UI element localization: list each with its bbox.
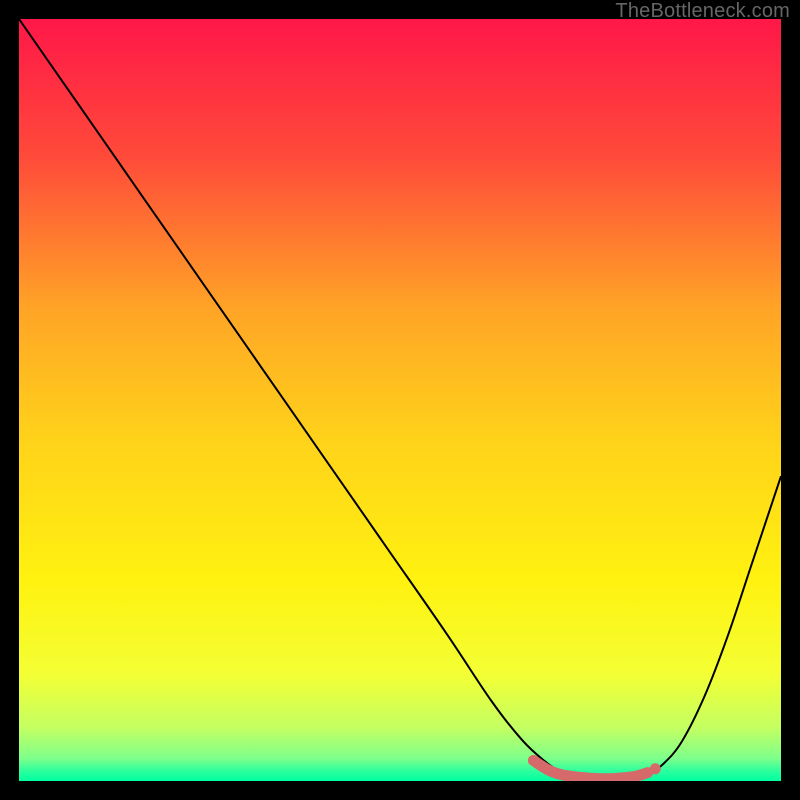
plot-area	[19, 19, 781, 781]
gradient-background	[19, 19, 781, 781]
chart-frame: TheBottleneck.com	[0, 0, 800, 800]
highlight-end-dot	[650, 763, 661, 774]
chart-svg	[19, 19, 781, 781]
watermark-text: TheBottleneck.com	[615, 0, 790, 23]
